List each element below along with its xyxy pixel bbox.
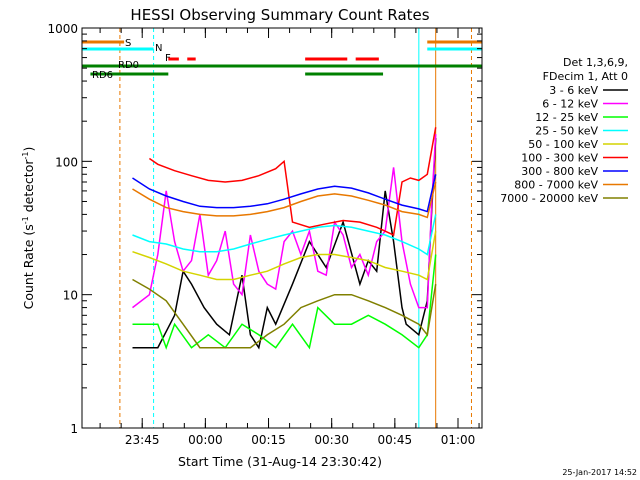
annotation-label-rd0: RD0 (118, 60, 139, 71)
x-tick-label: 23:45 (125, 433, 160, 447)
plot-frame (81, 27, 483, 429)
x-tick-label: 01:00 (441, 433, 476, 447)
series-line-5 (148, 127, 437, 237)
mode-annotations: S NF RD0 RD6 (82, 38, 482, 81)
x-tick-label: 00:30 (314, 433, 349, 447)
series-line-3 (132, 214, 437, 256)
annotation-label-rd6: RD6 (92, 70, 113, 81)
legend-header-1: Det 1,3,6,9, (563, 56, 628, 69)
legend-entry-label: 3 - 6 keV (549, 84, 598, 97)
x-tick-label: 00:00 (188, 433, 223, 447)
y-axis-label: Count Rate (s-1 detector-1) (21, 147, 36, 310)
y-axis: 1 10 100 1000 (47, 22, 482, 436)
legend: Det 1,3,6,9, FDecim 1, Att 0 3 - 6 keV6 … (500, 56, 628, 205)
x-tick-label: 00:15 (251, 433, 286, 447)
x-axis-label: Start Time (31-Aug-14 23:30:42) (178, 454, 382, 469)
vertical-markers (81, 28, 472, 428)
y-tick-label: 10 (63, 289, 78, 303)
legend-header-2: FDecim 1, Att 0 (543, 70, 628, 83)
y-tick-label: 1000 (47, 22, 78, 36)
legend-entry-label: 800 - 7000 keV (514, 179, 598, 192)
series-line-1 (132, 134, 437, 309)
legend-entry-label: 50 - 100 keV (528, 138, 598, 151)
series-line-8 (132, 278, 437, 349)
annotation-label-n: N (155, 43, 162, 54)
chart-title: HESSI Observing Summary Count Rates (130, 6, 429, 24)
legend-entry-label: 25 - 50 keV (535, 125, 598, 138)
legend-entry-label: 6 - 12 keV (542, 98, 598, 111)
series-line-2 (132, 254, 437, 350)
series-line-6 (132, 174, 437, 213)
x-tick-label: 00:45 (378, 433, 413, 447)
y-tick-label: 1 (70, 422, 78, 436)
legend-entry-label: 7000 - 20000 keV (500, 192, 598, 205)
legend-entry-label: 12 - 25 keV (535, 111, 598, 124)
y-tick-label: 100 (55, 155, 78, 169)
annotation-label-s: S (125, 38, 131, 49)
annotation-label-f: F (165, 53, 171, 64)
series-layer (132, 127, 437, 350)
footer-timestamp: 25-Jan-2017 14:52 (562, 468, 637, 477)
x-axis: 23:45 00:00 00:15 00:30 00:45 01:00 (99, 28, 480, 447)
series-line-4 (132, 230, 437, 281)
legend-entry-label: 100 - 300 keV (521, 152, 598, 165)
series-line-7 (132, 181, 437, 219)
legend-entry-label: 300 - 800 keV (521, 165, 598, 178)
